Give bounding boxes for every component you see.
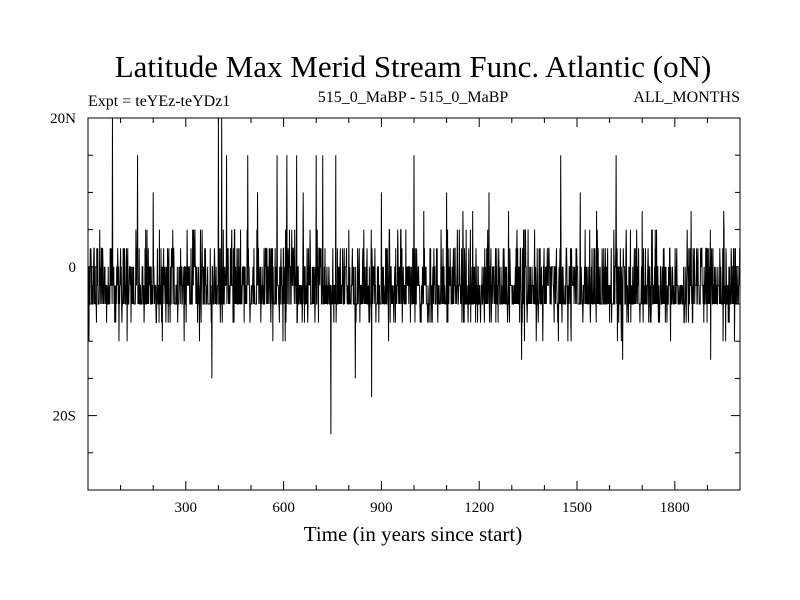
chart-subtitle-center: 515_0_MaBP - 515_0_MaBP xyxy=(318,89,509,106)
x-tick-label: 900 xyxy=(370,500,393,516)
tick-layer: 20N 0 20S 300 600 900 1200 1500 1800 xyxy=(50,111,740,516)
data-layer xyxy=(87,117,741,435)
x-tick-label: 1500 xyxy=(562,500,592,516)
chart-subtitle-right: ALL_MONTHS xyxy=(633,89,740,106)
y-tick-label: 20N xyxy=(50,111,76,127)
y-tick-label: 20S xyxy=(53,409,76,425)
x-tick-label: 1200 xyxy=(464,500,494,516)
x-tick-label: 300 xyxy=(175,500,198,516)
chart-title: Latitude Max Merid Stream Func. Atlantic… xyxy=(115,49,712,84)
x-tick-label: 1800 xyxy=(660,500,690,516)
y-tick-label: 0 xyxy=(69,260,77,276)
series-line xyxy=(87,117,741,435)
plot-frame xyxy=(87,117,741,491)
chart-subtitle-left: Expt = teYEz-teYDz1 xyxy=(88,93,230,110)
x-axis-label: Time (in years since start) xyxy=(304,522,523,546)
x-tick-label: 600 xyxy=(272,500,295,516)
